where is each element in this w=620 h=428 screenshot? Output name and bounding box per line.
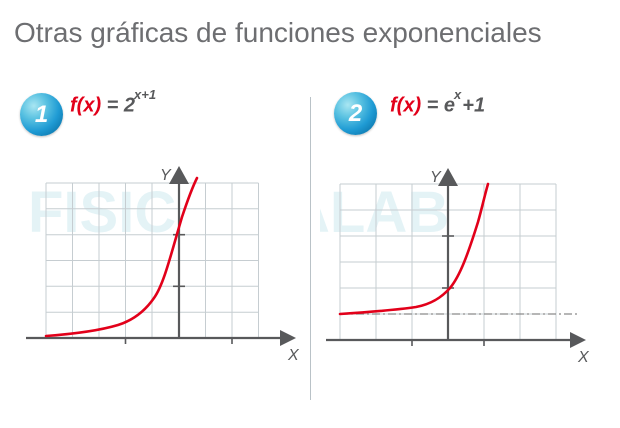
svg-text:X: X [287, 347, 300, 364]
svg-text:Y: Y [430, 169, 442, 186]
svg-text:FISIC: FISIC [28, 180, 176, 245]
svg-text:ALAB: ALAB [320, 180, 449, 245]
svg-text:Y: Y [160, 167, 172, 184]
svg-text:X: X [577, 349, 590, 366]
